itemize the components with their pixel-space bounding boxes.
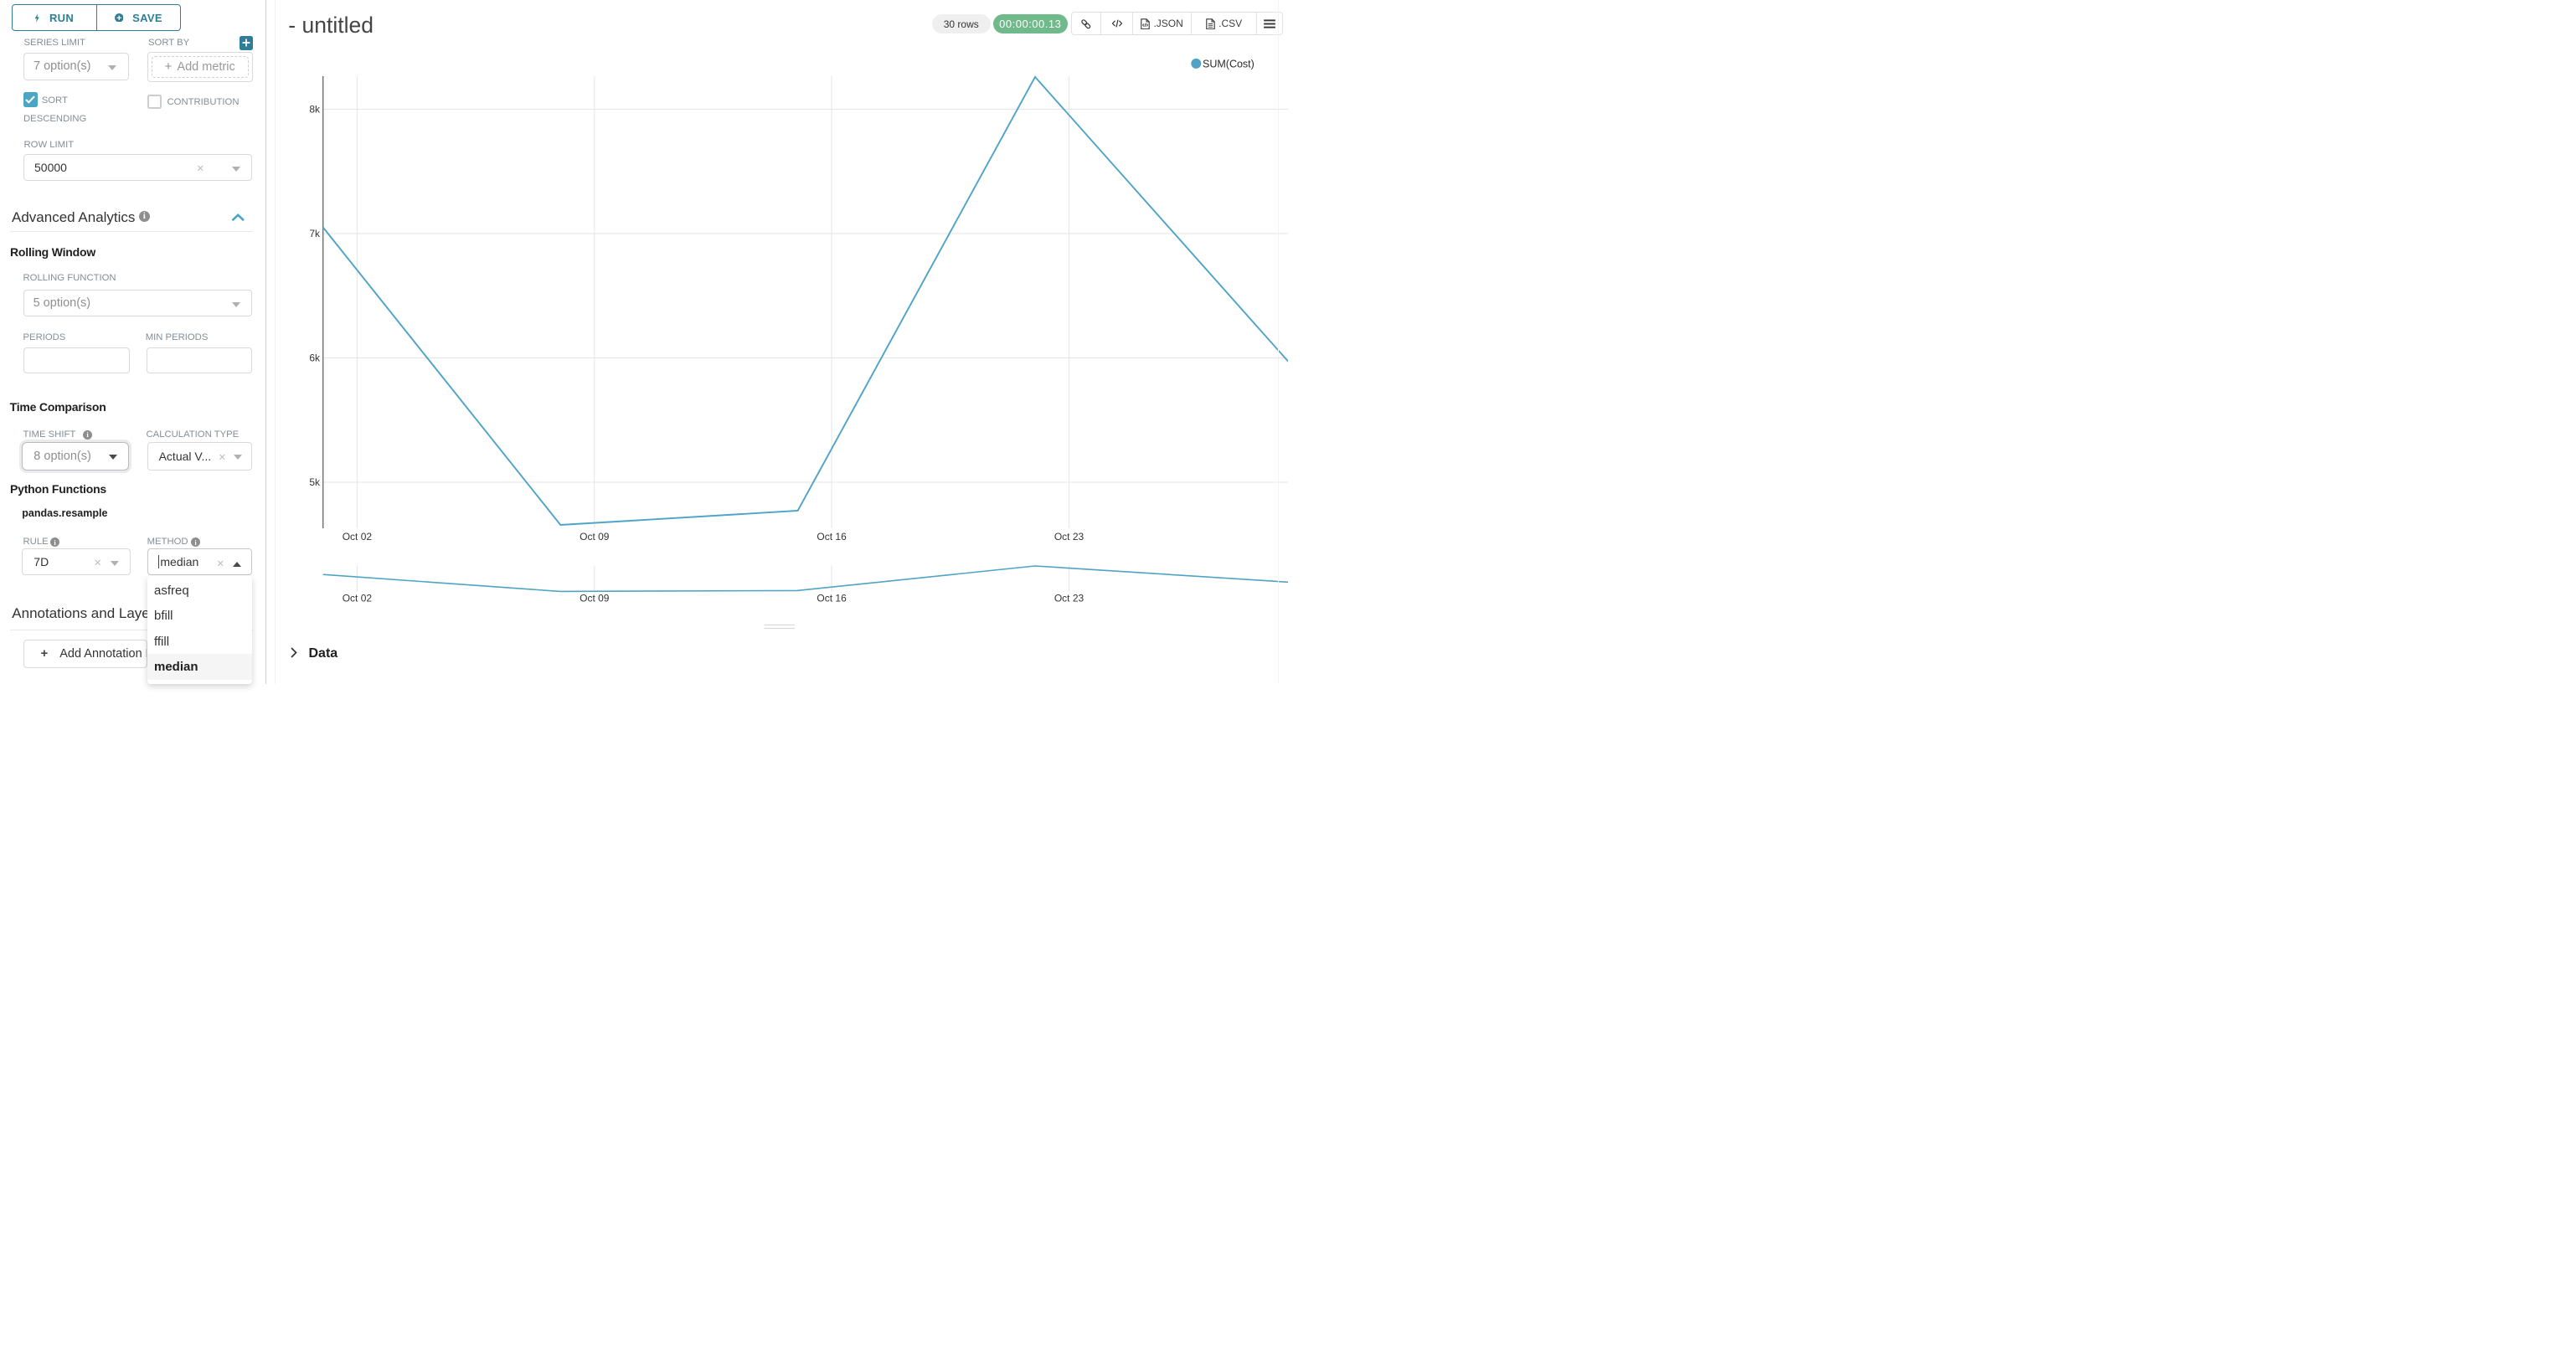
svg-text:Oct 16: Oct 16 bbox=[817, 531, 847, 543]
svg-text:Oct 16: Oct 16 bbox=[817, 593, 847, 604]
svg-text:8k: 8k bbox=[309, 104, 321, 116]
svg-text:Oct 09: Oct 09 bbox=[580, 531, 610, 543]
svg-text:SUM(Cost): SUM(Cost) bbox=[1203, 59, 1255, 70]
svg-text:Oct 09: Oct 09 bbox=[580, 593, 610, 604]
svg-text:7k: 7k bbox=[309, 228, 321, 239]
svg-text:5k: 5k bbox=[309, 476, 321, 488]
svg-text:Oct 02: Oct 02 bbox=[343, 593, 373, 604]
svg-text:Data: Data bbox=[309, 646, 338, 661]
svg-text:Oct 23: Oct 23 bbox=[1054, 593, 1084, 604]
svg-text:6k: 6k bbox=[309, 352, 321, 364]
svg-text:Oct 02: Oct 02 bbox=[343, 531, 373, 543]
svg-text:Oct 23: Oct 23 bbox=[1054, 531, 1084, 543]
